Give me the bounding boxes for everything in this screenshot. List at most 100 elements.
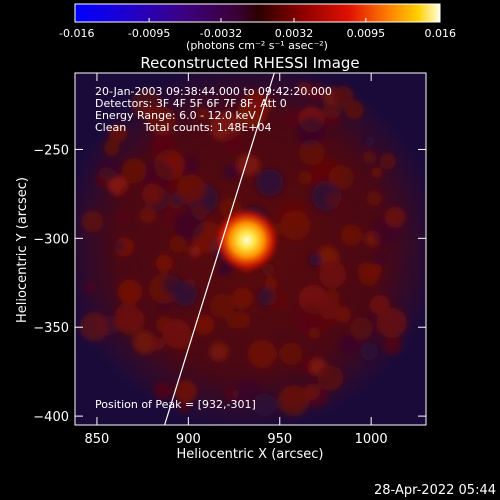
timestamp: 28-Apr-2022 05:44 — [374, 483, 496, 498]
texture-blob — [97, 159, 119, 181]
colorbar-tick-label: 0.0095 — [347, 27, 386, 40]
texture-blob — [142, 159, 174, 191]
texture-blob — [232, 378, 263, 408]
texture-blob — [281, 107, 302, 128]
texture-blob — [366, 190, 382, 206]
texture-blob — [376, 307, 407, 338]
texture-blob — [319, 261, 347, 288]
texture-blob — [150, 131, 176, 157]
texture-blob — [179, 402, 190, 413]
texture-blob — [189, 245, 201, 258]
texture-blob — [156, 316, 173, 334]
texture-blob — [209, 341, 229, 362]
texture-blob — [103, 139, 121, 156]
y-tick-label: −400 — [33, 410, 69, 425]
texture-blob — [264, 277, 278, 290]
x-axis-label: Heliocentric X (arcsec) — [177, 447, 324, 462]
texture-blob — [115, 303, 140, 328]
texture-blob — [108, 124, 128, 143]
texture-blob — [363, 150, 377, 164]
texture-blob — [177, 174, 206, 203]
texture-blob — [247, 339, 277, 369]
y-tick-label: −250 — [33, 143, 69, 158]
texture-blob — [379, 152, 397, 170]
plot-area — [75, 73, 426, 425]
texture-blob — [344, 100, 364, 120]
y-axis-ticks: −250 −300 −350 −400 — [33, 143, 426, 425]
colorbar-tick-label: -0.0032 — [200, 27, 242, 40]
texture-blob — [172, 280, 198, 307]
x-tick-label: 950 — [267, 432, 292, 447]
texture-blob — [236, 154, 259, 176]
texture-blob — [280, 210, 311, 241]
texture-blob — [255, 168, 284, 197]
texture-blob — [373, 250, 389, 266]
x-tick-label: 1000 — [355, 432, 388, 447]
x-tick-label: 900 — [176, 432, 201, 447]
x-tick-label: 850 — [85, 432, 110, 447]
texture-blob — [298, 139, 325, 166]
texture-blob — [267, 289, 289, 310]
texture-blob — [384, 206, 406, 228]
texture-blob — [223, 164, 239, 181]
texture-blob — [139, 207, 156, 224]
texture-blob — [174, 210, 205, 241]
texture-blob — [231, 287, 254, 309]
annotation-clean: Clean Total counts: 1.48E+04 — [95, 121, 272, 134]
texture-blob — [151, 337, 165, 351]
x-axis-ticks: 850 900 950 1000 — [85, 73, 388, 447]
texture-blob — [298, 171, 312, 185]
colorbar-tick-label: 0.0032 — [275, 27, 314, 40]
colorbar — [74, 3, 441, 23]
texture-blob — [357, 262, 375, 279]
colorbar-tick-label: -0.016 — [59, 27, 94, 40]
texture-blob — [174, 380, 198, 404]
texture-blob — [142, 183, 164, 205]
colorbar-tick-label: 0.016 — [425, 27, 457, 40]
texture-blob — [364, 136, 375, 147]
texture-blob — [116, 210, 132, 226]
annotation-detectors: Detectors: 3F 4F 5F 6F 7F 8F, Att 0 — [95, 97, 287, 110]
texture-blob — [309, 86, 322, 100]
texture-blob — [155, 254, 173, 272]
texture-blob — [169, 235, 187, 253]
texture-blob — [196, 107, 210, 121]
texture-blob — [117, 279, 143, 304]
texture-blob — [84, 281, 97, 294]
texture-blob — [133, 331, 156, 355]
annotation-peak: Position of Peak = [932,-301] — [95, 398, 256, 411]
texture-blob — [350, 317, 373, 340]
y-axis-label: Heliocentric Y (arcsec) — [15, 177, 30, 323]
emission-texture — [79, 81, 407, 417]
texture-blob — [296, 116, 326, 146]
texture-blob — [252, 94, 273, 115]
texture-blob — [194, 314, 215, 335]
texture-blob — [338, 334, 359, 355]
texture-blob — [360, 342, 379, 361]
texture-blob — [292, 304, 323, 335]
texture-blob — [333, 85, 354, 107]
texture-blob — [234, 312, 251, 328]
texture-blob — [114, 241, 125, 252]
solar-limb-line — [164, 73, 275, 425]
y-tick-label: −300 — [33, 232, 69, 247]
flare-source — [212, 206, 281, 275]
texture-blob — [222, 132, 243, 154]
plot-frame — [74, 72, 427, 426]
texture-blob — [383, 335, 403, 355]
texture-blob — [296, 81, 312, 97]
texture-blob — [281, 385, 307, 410]
y-tick-label: −350 — [33, 321, 69, 336]
texture-blob — [329, 165, 354, 190]
texture-blob — [153, 381, 172, 400]
annotation-time-range: 20-Jan-2003 09:38:44.000 to 09:42:20.000 — [95, 85, 332, 98]
texture-blob — [340, 224, 363, 246]
texture-blob — [279, 342, 303, 366]
texture-blob — [146, 105, 177, 135]
texture-blob — [121, 158, 147, 184]
texture-blob — [81, 210, 104, 233]
texture-blob — [79, 312, 109, 342]
plot-annotations: 20-Jan-2003 09:38:44.000 to 09:42:20.000… — [95, 85, 332, 411]
texture-blob — [326, 192, 343, 209]
